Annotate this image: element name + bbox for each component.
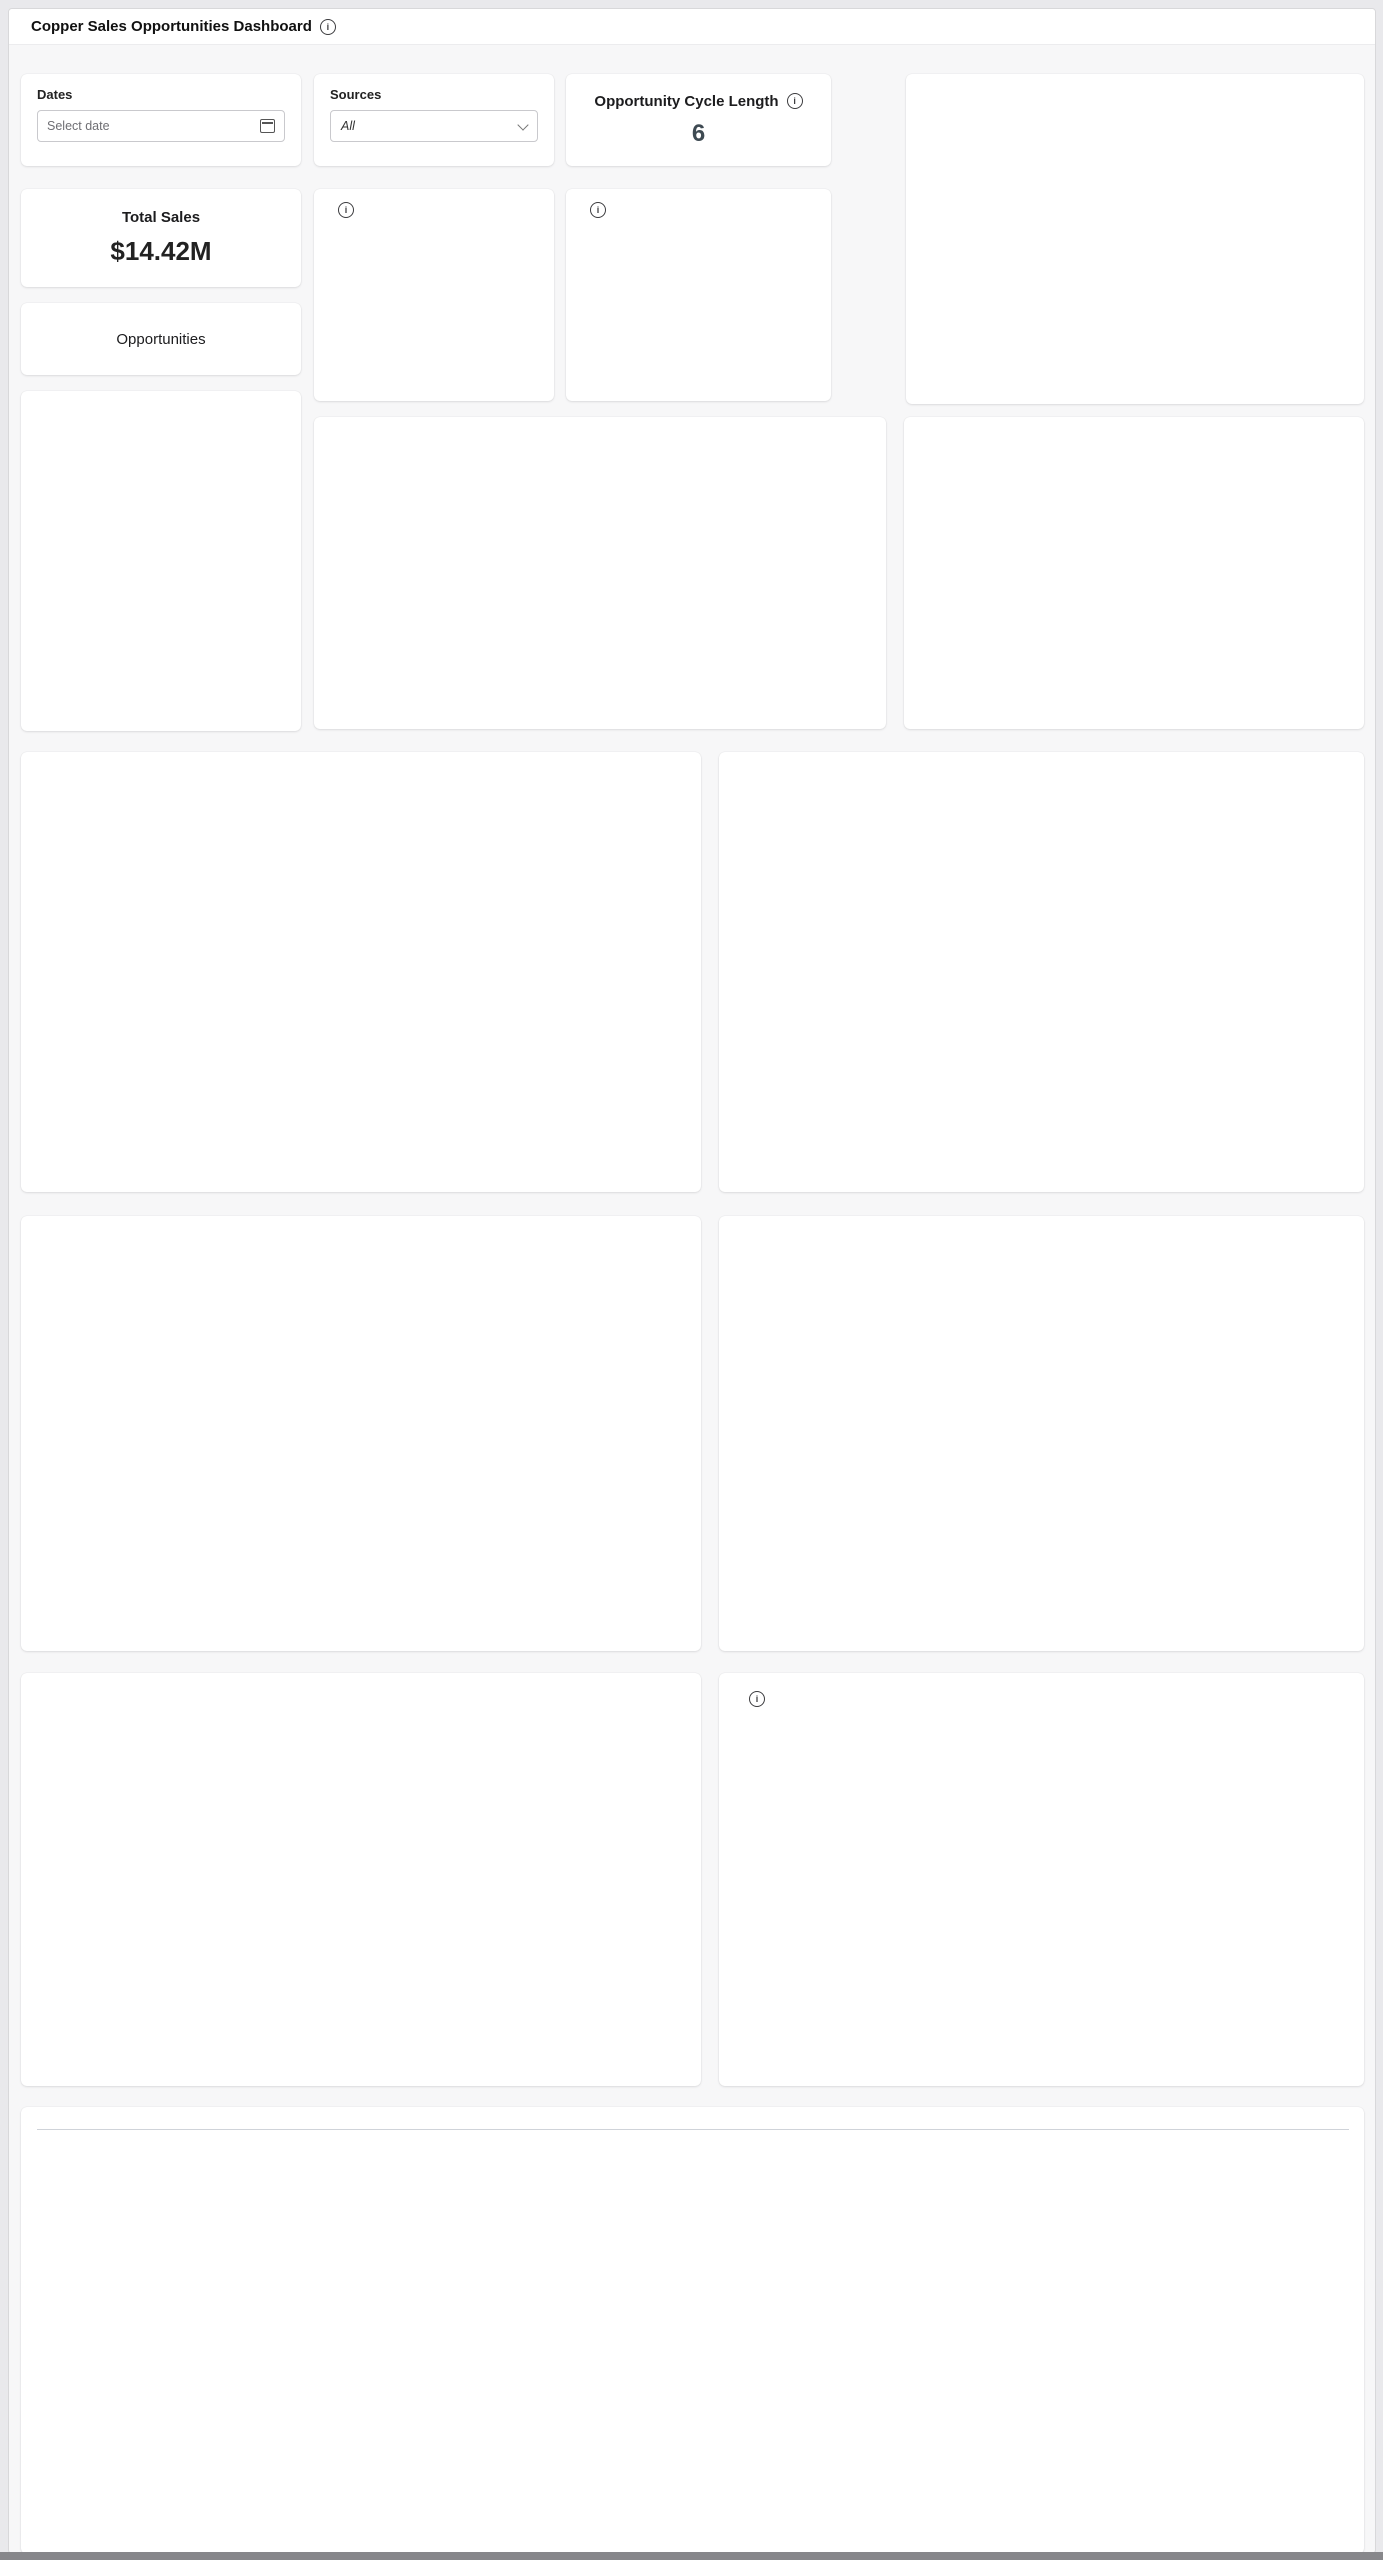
win-prob-bar-chart (43, 1248, 679, 1618)
win-stage-card (719, 752, 1364, 1192)
summary-table-card (21, 2107, 1364, 2553)
sources-select[interactable]: All (330, 110, 538, 142)
combo-card: i (719, 1673, 1364, 2086)
cycle-length-card: Opportunity Cycle Length i 6 (566, 74, 831, 166)
header-bar: Copper Sales Opportunities Dashboard i (9, 9, 1375, 45)
status-value-treemap (330, 438, 870, 690)
calendar-icon (260, 119, 275, 133)
sales-value-bar-chart (43, 1703, 679, 2053)
date-input[interactable]: Select date (37, 110, 285, 142)
stage-funnel-card (21, 752, 701, 1192)
opportunities-title: Opportunities (116, 330, 206, 348)
conversion-rate-gauge (582, 218, 815, 366)
dates-label: Dates (37, 87, 73, 102)
total-sales-card: Total Sales $14.42M (21, 189, 301, 287)
info-icon[interactable]: i (319, 18, 336, 35)
info-icon[interactable]: i (786, 93, 803, 109)
priority-card (906, 74, 1364, 404)
stage-funnel-chart (43, 818, 679, 1134)
summary-table (37, 2129, 1349, 2130)
total-sales-value: $14.42M (110, 236, 212, 266)
win-stage-bar-chart (741, 780, 1342, 1160)
win-rate-gauge (330, 218, 538, 366)
page-title: Copper Sales Opportunities Dashboard (31, 18, 312, 35)
sources-value: All (341, 119, 355, 133)
created-date-card (904, 417, 1364, 729)
total-sales-title: Total Sales (121, 209, 201, 226)
opportunities-list-card (21, 391, 301, 731)
closed-value-line-chart (741, 1244, 1342, 1602)
win-prob-card (21, 1216, 701, 1651)
date-placeholder: Select date (47, 119, 110, 133)
info-icon[interactable]: i (590, 202, 606, 218)
sources-filter-card: Sources All (314, 74, 554, 166)
combo-chart (741, 1723, 1342, 2043)
dates-filter-card: Dates Select date (21, 74, 301, 166)
sources-label: Sources (330, 87, 382, 102)
status-value-card (314, 417, 886, 729)
cycle-length-title: Opportunity Cycle Length (594, 92, 779, 110)
cycle-length-value: 6 (691, 119, 706, 147)
window-bottom-edge (0, 2552, 1383, 2560)
info-icon[interactable]: i (338, 202, 354, 218)
win-rate-card: i (314, 189, 554, 401)
chevron-down-icon (517, 118, 529, 131)
dashboard-sheet: Copper Sales Opportunities Dashboard i D… (8, 8, 1376, 2554)
conversion-rate-card: i (566, 189, 831, 401)
sales-value-card (21, 1673, 701, 2086)
priority-donut-chart (922, 99, 1348, 351)
created-date-line-chart (920, 434, 1348, 682)
closed-value-card (719, 1216, 1364, 1651)
opportunities-header-card: Opportunities (21, 303, 301, 375)
info-icon[interactable]: i (749, 1691, 765, 1707)
